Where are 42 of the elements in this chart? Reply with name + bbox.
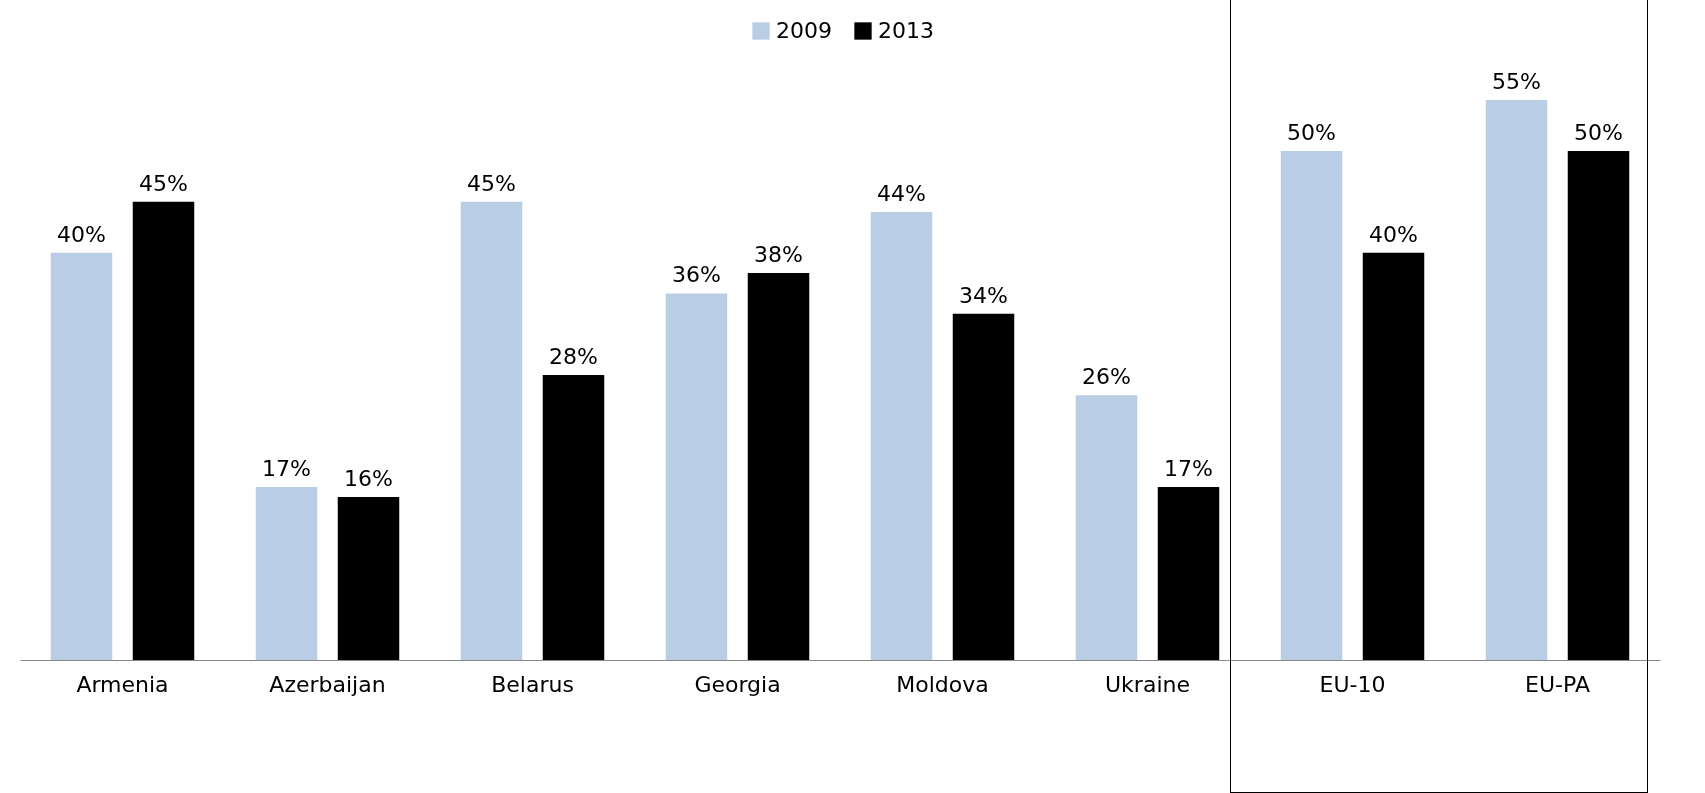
x-tick-label: Armenia [76,671,169,697]
data-label: 16% [344,466,393,492]
legend-label: 2009 [776,18,832,43]
data-label: 44% [877,181,926,206]
data-label: 36% [672,262,721,288]
bar [542,374,605,660]
bar [337,497,400,660]
bar [1280,150,1343,660]
bar [665,293,728,660]
bar [460,201,523,660]
data-label: 50% [1574,119,1623,145]
bar [1157,486,1220,660]
bar [1075,395,1138,660]
bar [255,486,318,660]
x-tick-label: Moldova [896,671,989,697]
data-label: 28% [549,343,598,369]
data-label: 34% [959,282,1008,308]
x-tick-label: Azerbaijan [269,671,386,697]
data-label: 45% [139,170,188,196]
data-label: 17% [1164,455,1213,481]
bar [870,212,933,660]
data-label: 45% [467,170,516,196]
data-label: 50% [1287,119,1336,145]
data-label: 55% [1492,69,1541,94]
data-label: 26% [1082,364,1131,390]
bar [1485,100,1548,660]
data-label: 38% [754,242,803,268]
x-tick-label: EU-10 [1319,671,1386,697]
bar [50,252,113,660]
x-tick-label: Ukraine [1105,671,1190,697]
bar [1362,252,1425,660]
bar [747,273,810,660]
bar [952,313,1015,660]
x-tick-label: Belarus [491,671,574,697]
bar [1567,150,1630,660]
data-label: 40% [57,221,106,247]
bar [132,201,195,660]
data-label: 17% [262,455,311,481]
x-tick-label: EU-PA [1525,671,1590,697]
x-tick-label: Georgia [694,671,781,697]
legend-label: 2013 [878,18,934,43]
data-label: 40% [1369,221,1418,247]
